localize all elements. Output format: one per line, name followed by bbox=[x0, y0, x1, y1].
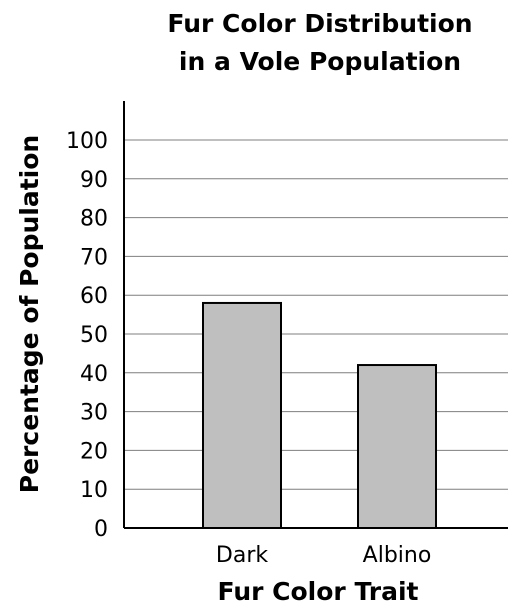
x-category-label: Albino bbox=[363, 543, 432, 568]
y-tick-label: 30 bbox=[80, 401, 108, 426]
bars bbox=[202, 301, 437, 530]
y-tick-label: 70 bbox=[80, 245, 108, 270]
chart-title-line-1: Fur Color Distribution bbox=[167, 9, 472, 38]
y-tick-label: 10 bbox=[80, 478, 108, 503]
y-tick-label: 90 bbox=[80, 168, 108, 193]
y-tick-labels: 0 10 20 30 40 50 60 70 80 90 100 bbox=[66, 129, 108, 542]
bar-albino bbox=[357, 364, 437, 530]
y-tick-label: 60 bbox=[80, 284, 108, 309]
y-tick-label: 20 bbox=[80, 439, 108, 464]
x-category-labels: Dark Albino bbox=[216, 543, 431, 568]
x-axis-title: Fur Color Trait bbox=[218, 577, 419, 606]
y-tick-label: 0 bbox=[94, 517, 108, 542]
y-tick-label: 40 bbox=[80, 362, 108, 387]
chart-title-line-2: in a Vole Population bbox=[179, 47, 461, 76]
y-axis-title: Percentage of Population bbox=[15, 135, 44, 493]
y-tick-label: 100 bbox=[66, 129, 108, 154]
x-category-label: Dark bbox=[216, 543, 268, 568]
gridlines bbox=[124, 139, 508, 490]
bar-dark bbox=[202, 301, 282, 529]
y-tick-label: 80 bbox=[80, 207, 108, 232]
y-tick-label: 50 bbox=[80, 323, 108, 348]
